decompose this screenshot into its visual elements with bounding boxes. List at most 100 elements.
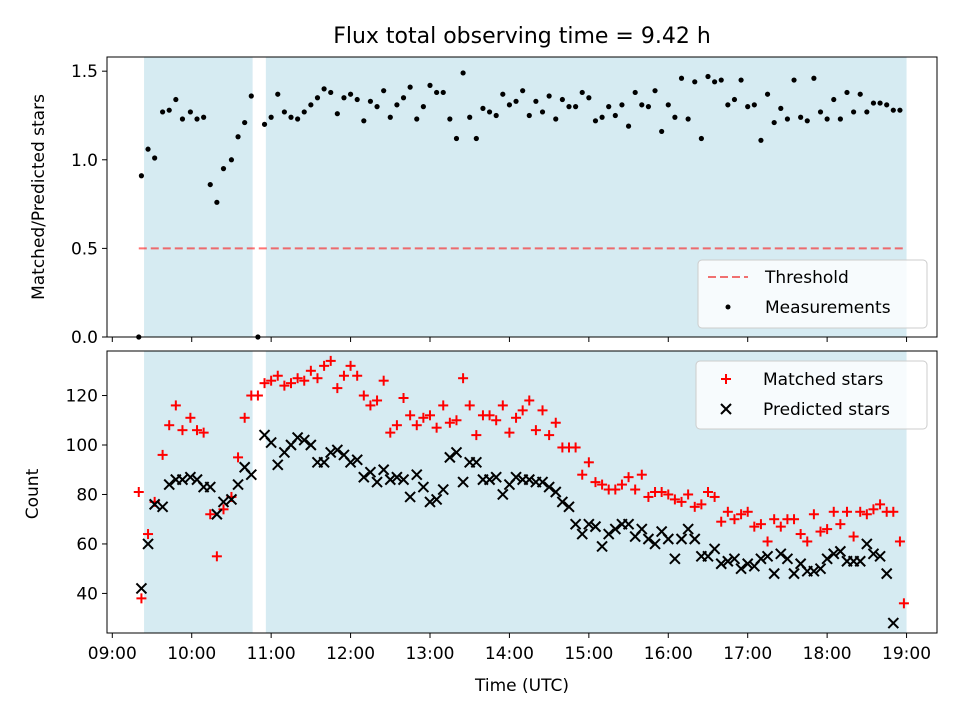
- predicted-star-point: [444, 451, 456, 464]
- matched-star-point: [789, 514, 800, 525]
- measurement-point: [228, 157, 235, 163]
- measurement-point: [553, 116, 559, 122]
- matched-star-point: [802, 536, 813, 547]
- predicted-star-point: [536, 476, 549, 488]
- x-tick-label: 15:00: [564, 644, 613, 664]
- predicted-star-point: [331, 444, 344, 456]
- predicted-star-point: [689, 533, 701, 545]
- measurements-legend-label: Measurements: [765, 298, 891, 318]
- matched-star-point: [696, 499, 707, 510]
- matched-star-point: [544, 430, 555, 441]
- measurement-point: [453, 135, 460, 142]
- measurement-point: [738, 77, 744, 83]
- matched-star-point: [875, 499, 886, 510]
- measurement-point: [460, 70, 466, 76]
- x-axis-label: Time (UTC): [474, 676, 569, 696]
- measurement-point: [152, 155, 158, 161]
- predicted-star-point: [622, 518, 635, 530]
- predicted-star-point: [543, 481, 555, 493]
- matched-star-point: [143, 529, 154, 540]
- measurement-point: [506, 102, 513, 108]
- predicted-star-point: [211, 508, 223, 520]
- predicted-star-point: [417, 481, 430, 493]
- measurement-point: [798, 114, 804, 120]
- predicted-star-point: [662, 533, 674, 545]
- measurement-point: [414, 116, 420, 122]
- matched-star-point: [205, 509, 216, 520]
- predicted-star-point: [880, 567, 893, 580]
- bottom-legend-box: [695, 360, 928, 430]
- matched-star-point: [211, 551, 222, 562]
- measurement-point: [606, 104, 612, 110]
- predicted-star-point: [761, 550, 774, 563]
- measurement-point: [837, 116, 843, 122]
- x-tick-label: 09:00: [88, 644, 137, 664]
- matched-star-point: [484, 410, 495, 421]
- measurement-point: [467, 114, 473, 120]
- predicted-star-point: [775, 548, 787, 560]
- matched-star-point: [491, 415, 502, 426]
- predicted-star-point: [204, 481, 216, 493]
- predicted-star-point: [576, 528, 588, 540]
- predicted-star-point: [490, 471, 502, 483]
- predicted-star-point: [834, 545, 847, 558]
- matched-star-point: [669, 494, 680, 505]
- bottom-panel: 40 60 80 100 120 09:00 10:00 11:00 12:00 13:00 14…: [23, 350, 938, 696]
- predicted-star-point: [325, 446, 337, 459]
- measurement-point: [427, 82, 433, 88]
- measurement-point: [220, 166, 227, 172]
- predicted-star-point: [510, 471, 522, 483]
- top-axes-frame: [106, 56, 938, 338]
- top-y-axis-ticks: 0.0 0.5 1.0 1.5: [71, 62, 107, 348]
- predicted-star-point: [669, 553, 681, 565]
- predicted-star-point: [391, 471, 403, 483]
- matched-star-point: [898, 598, 909, 609]
- measurement-point: [308, 102, 314, 108]
- matched-star-point: [511, 412, 522, 423]
- predicted-star-point: [768, 567, 780, 580]
- matched-star-point: [385, 427, 396, 438]
- matched-star-point: [755, 519, 766, 530]
- matched-star-point: [299, 375, 310, 386]
- predicted-star-point: [550, 486, 562, 498]
- measurement-point: [268, 114, 274, 120]
- y-tick-label: 0.5: [71, 239, 98, 259]
- measurement-point: [791, 77, 797, 83]
- measurement-point: [579, 89, 585, 96]
- matched-star-point: [185, 412, 196, 423]
- bottom-legend: Matched stars Predicted stars: [695, 360, 928, 430]
- measurement-point: [745, 104, 751, 110]
- measurement-point: [314, 95, 321, 101]
- x-tick-label: 17:00: [723, 644, 772, 664]
- shaded-interval: [144, 57, 253, 337]
- predicted-star-point: [437, 483, 449, 496]
- matched-star-point: [835, 519, 846, 530]
- predicted-star-point: [184, 471, 197, 483]
- measurement-point: [420, 104, 426, 110]
- measurement-point: [214, 199, 220, 205]
- predicted-star-point: [358, 471, 370, 483]
- predicted-star-point: [397, 473, 410, 486]
- matched-star-point: [458, 373, 469, 384]
- predicted-star-point: [602, 528, 615, 540]
- predicted-star-point: [682, 523, 694, 535]
- matched-star-point: [312, 373, 323, 384]
- measurement-point: [566, 104, 572, 110]
- measurement-point: [261, 121, 268, 127]
- predicted-star-point: [887, 617, 900, 629]
- measurement-point: [811, 75, 817, 81]
- matched-star-point: [736, 509, 747, 520]
- matched-star-point: [198, 427, 209, 438]
- measurement-point: [295, 116, 301, 122]
- matched-star-point: [391, 420, 402, 431]
- measurement-point: [731, 96, 738, 103]
- measurement-point: [692, 79, 698, 85]
- matched-star-point: [656, 487, 667, 497]
- matched-star-point: [279, 380, 290, 391]
- matched-star-point: [663, 489, 674, 500]
- matched-star-point: [729, 514, 740, 525]
- measurement-point: [857, 91, 863, 97]
- matched-star-point: [709, 491, 720, 502]
- measurement-point: [281, 109, 287, 115]
- predicted-star-point: [364, 466, 377, 478]
